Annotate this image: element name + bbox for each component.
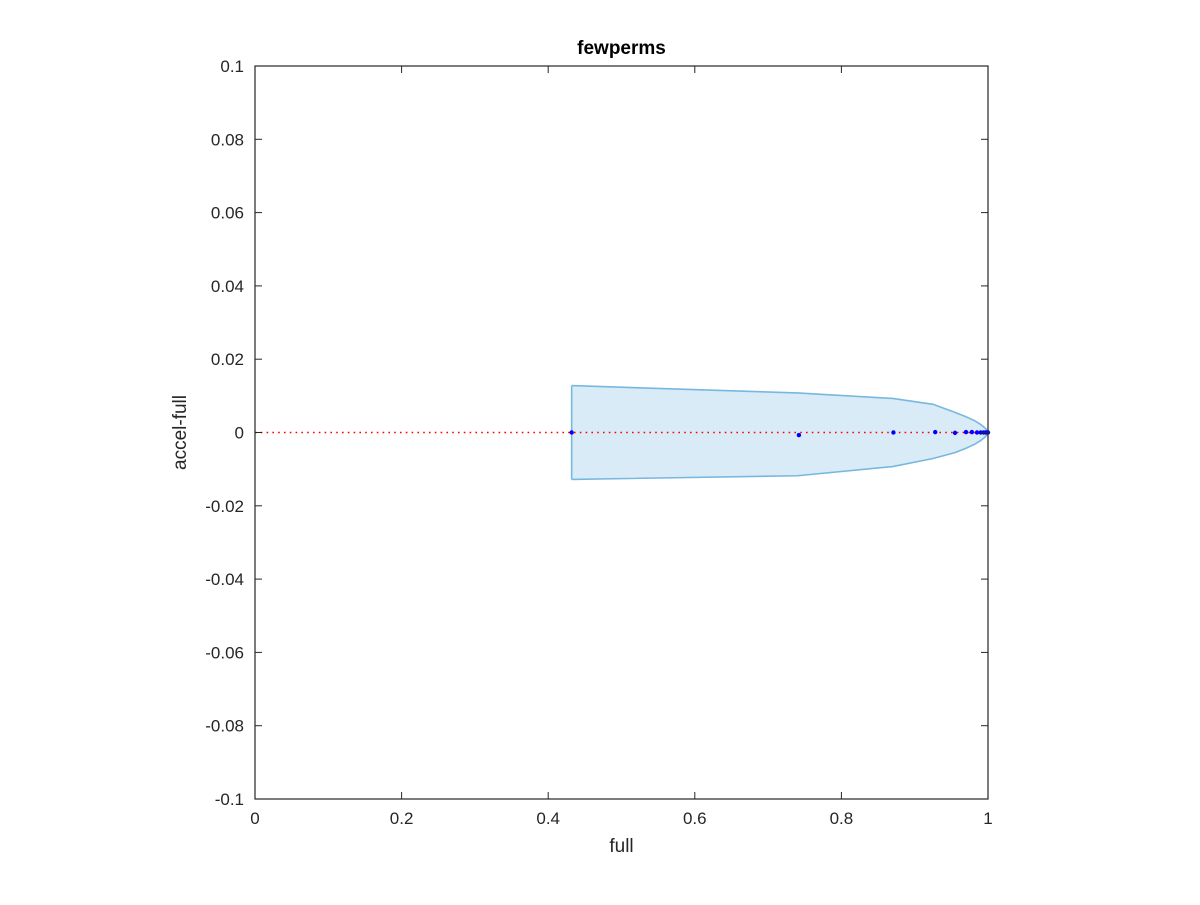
data-points-layer	[569, 429, 991, 438]
data-point	[891, 430, 896, 435]
confidence-band-fill	[571, 385, 988, 480]
y-tick-label: -0.02	[205, 497, 244, 516]
data-point	[974, 430, 980, 435]
data-point	[963, 429, 969, 435]
data-point	[969, 429, 975, 435]
x-tick-label: 1	[983, 809, 992, 828]
y-tick-label: 0.06	[211, 204, 244, 223]
y-tick-label: -0.04	[205, 570, 244, 589]
confidence-band-layer	[570, 384, 989, 481]
y-tick-label: -0.08	[205, 717, 244, 736]
y-tick-label: 0	[235, 424, 244, 443]
x-tick-label: 0	[250, 809, 259, 828]
y-axis-ticks: -0.1 -0.08 -0.06 -0.04 -0.02 0 0.02 0.04 0.06 0.0…	[205, 57, 988, 809]
chart-title: fewperms	[577, 38, 666, 59]
confidence-band-lower-edge	[571, 433, 989, 481]
confidence-band-upper-edge	[571, 384, 989, 432]
data-point	[796, 432, 802, 438]
x-tick-label: 0.4	[536, 809, 560, 828]
x-tick-label: 0.6	[683, 809, 707, 828]
y-tick-label: 0.1	[220, 57, 244, 76]
data-point	[952, 430, 958, 436]
y-tick-label: 0.04	[211, 277, 244, 296]
x-tick-label: 0.8	[830, 809, 854, 828]
x-axis-ticks: 0 0.2 0.4 0.6 0.8 1	[250, 66, 993, 828]
y-tick-label: -0.06	[205, 643, 244, 662]
data-point	[933, 429, 938, 435]
y-tick-label: 0.08	[211, 130, 244, 149]
y-axis-title: accel-full	[170, 395, 191, 470]
y-tick-label: -0.1	[215, 790, 244, 809]
x-tick-label: 0.2	[390, 809, 414, 828]
x-axis-title: full	[609, 836, 633, 857]
data-point	[569, 430, 574, 435]
y-tick-label: 0.02	[211, 350, 244, 369]
